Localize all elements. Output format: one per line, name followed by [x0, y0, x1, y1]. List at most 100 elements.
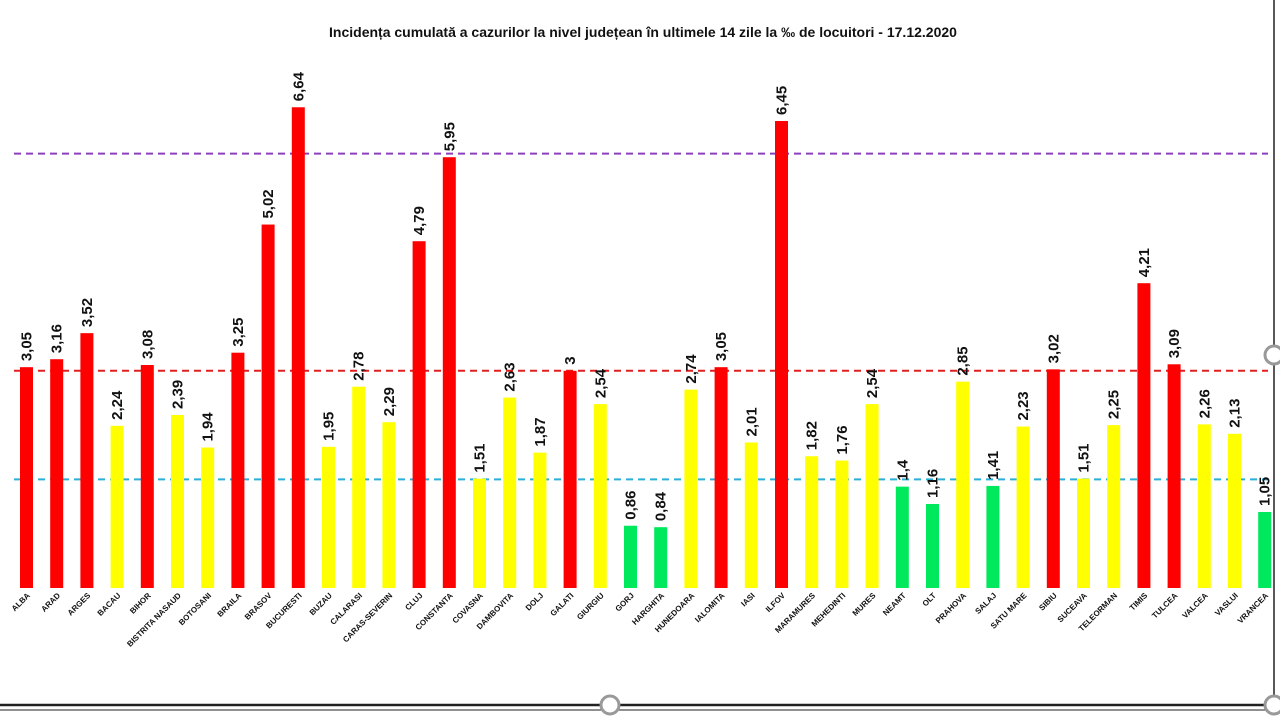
value-label: 1,51 — [472, 443, 489, 472]
category-label: ILFOV — [764, 591, 787, 614]
value-label: 1,95 — [321, 412, 338, 441]
bar — [171, 414, 184, 588]
category-label: GIURGIU — [575, 591, 606, 622]
category-label: BOTOSANI — [177, 591, 213, 627]
bar — [593, 404, 607, 588]
bar — [1258, 511, 1272, 588]
category-label: CLUJ — [403, 591, 424, 612]
value-label: 2,39 — [170, 380, 187, 409]
bar — [744, 442, 758, 588]
category-label: TIMIS — [1128, 591, 1150, 613]
value-label: 1,51 — [1076, 443, 1093, 472]
bar — [714, 367, 728, 588]
value-label: 2,54 — [864, 368, 881, 398]
category-label: VALCEA — [1181, 591, 1210, 620]
bar — [50, 359, 64, 588]
category-label: BIHOR — [128, 591, 153, 616]
bar — [684, 389, 698, 588]
bar — [322, 446, 335, 588]
value-label: 2,25 — [1106, 390, 1123, 419]
value-label: 3 — [562, 356, 579, 364]
value-label: 5,95 — [441, 122, 458, 151]
bar — [412, 241, 426, 589]
bar — [986, 485, 1000, 588]
resize-handle-right[interactable] — [1263, 344, 1280, 366]
category-label: BRAILA — [216, 591, 244, 619]
category-label: PRAHOVA — [934, 591, 968, 625]
value-label: 2,13 — [1227, 399, 1244, 428]
resize-handle-corner[interactable] — [1263, 694, 1280, 716]
category-label: OLT — [921, 591, 938, 608]
category-label: BISTRITA NASAUD — [125, 591, 183, 649]
bar — [261, 224, 275, 588]
bar — [442, 157, 456, 588]
value-label: 2,63 — [502, 362, 519, 391]
bar — [805, 456, 819, 588]
bar — [473, 478, 486, 588]
value-label: 4,79 — [411, 206, 428, 235]
category-label: BRASOV — [243, 591, 274, 622]
bar — [624, 525, 637, 588]
value-label: 2,74 — [683, 354, 700, 384]
value-label: 1,41 — [985, 451, 1002, 480]
bar — [1046, 369, 1060, 588]
category-label: BACAU — [96, 591, 123, 618]
chart-title: Incidența cumulată a cazurilor la nivel … — [329, 24, 957, 40]
value-label: 3,09 — [1166, 329, 1183, 358]
bar — [1077, 478, 1090, 588]
value-label: 1,4 — [894, 459, 911, 481]
category-label: IALOMITA — [693, 591, 726, 624]
value-label: 3,16 — [49, 324, 66, 353]
value-labels: 3,05 3,16 3,52 2,24 3,08 2,39 1,94 3,25 5,02 6,64… — [19, 71, 1274, 521]
bar — [1197, 424, 1211, 588]
bar — [1107, 425, 1121, 588]
value-label: 3,25 — [230, 317, 247, 346]
value-label: 2,54 — [592, 368, 609, 398]
value-label: 2,24 — [109, 390, 126, 420]
category-label: IASI — [739, 591, 756, 608]
value-label: 3,02 — [1045, 334, 1062, 363]
bar — [895, 486, 909, 588]
bar — [1137, 283, 1151, 588]
value-label: 2,78 — [351, 352, 368, 381]
category-label: ALBA — [10, 591, 32, 613]
value-label: 3,08 — [139, 330, 156, 359]
bar — [533, 452, 547, 588]
value-label: 0,84 — [653, 491, 670, 521]
category-label: GALATI — [549, 591, 576, 618]
value-label: 1,16 — [925, 469, 942, 498]
category-label: SALAJ — [973, 591, 998, 616]
bar — [503, 397, 517, 588]
value-label: 2,85 — [955, 346, 972, 375]
bar — [382, 422, 396, 588]
value-label: 3,05 — [19, 332, 36, 361]
category-label: ARGES — [66, 591, 93, 618]
value-label: 1,76 — [834, 425, 851, 454]
value-label: 2,29 — [381, 387, 398, 416]
bar — [20, 367, 33, 588]
category-label: SIBIU — [1037, 591, 1059, 613]
bar — [654, 527, 668, 588]
bar — [956, 381, 970, 588]
value-label: 3,05 — [713, 332, 730, 361]
bar — [110, 425, 124, 588]
bar — [80, 333, 94, 588]
bar — [926, 504, 939, 588]
bar — [1167, 364, 1181, 588]
resize-handle-bottom[interactable] — [599, 694, 621, 716]
value-label: 0,86 — [623, 491, 640, 520]
value-label: 6,64 — [290, 71, 307, 101]
bar — [291, 107, 305, 588]
bar — [1016, 426, 1030, 588]
category-label: NEAMT — [881, 591, 908, 618]
bar — [201, 447, 215, 588]
category-label: ARAD — [39, 591, 62, 614]
value-label: 5,02 — [260, 189, 277, 218]
category-label: DOLJ — [524, 591, 545, 612]
value-label: 3,52 — [79, 298, 96, 327]
category-label: VRANCEA — [1236, 591, 1270, 625]
bar — [835, 460, 849, 588]
category-label: BUZAU — [308, 591, 334, 617]
